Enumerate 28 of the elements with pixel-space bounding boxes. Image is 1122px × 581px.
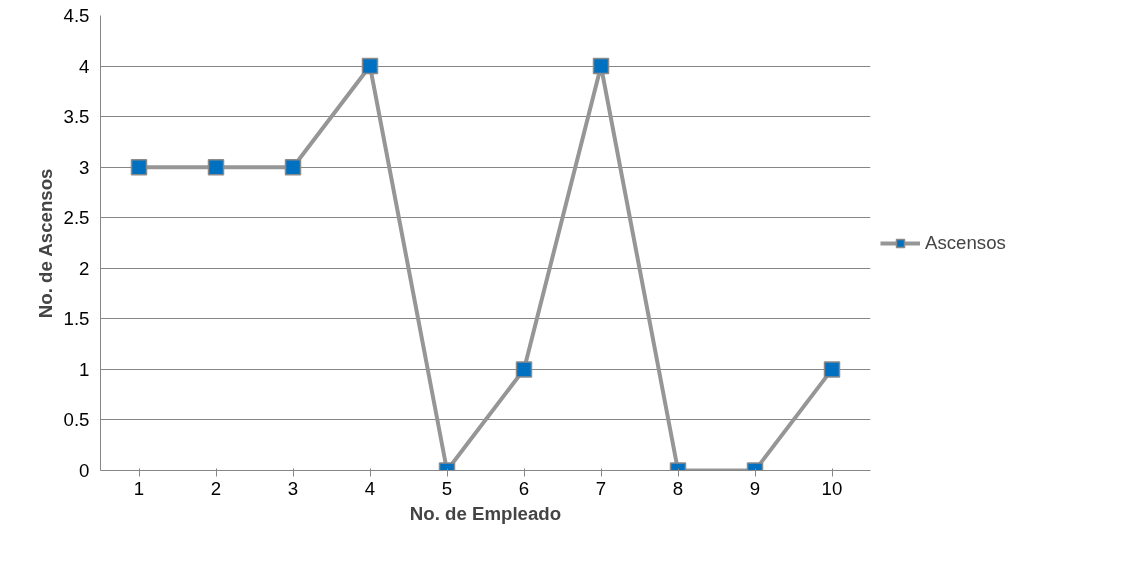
x-tick-label: 1 (133, 477, 145, 499)
y-tick-label: 1.5 (63, 308, 90, 330)
y-tick-label: 0.5 (63, 409, 90, 431)
x-tick-label: 2 (210, 477, 222, 499)
point (207, 158, 225, 176)
y-tick-label: 4.5 (63, 5, 90, 26)
x-tick-label: 8 (672, 477, 684, 499)
y-tick-label: 3.5 (63, 106, 90, 128)
x-tick-label: 6 (518, 477, 530, 499)
y-tick-label: 0 (79, 460, 90, 481)
x-axis-title: No. de Empleado (409, 502, 562, 524)
y-tick-label: 2.5 (63, 207, 90, 229)
y-axis-title: No. de Ascensos (34, 168, 56, 319)
y-tick-label: 2 (79, 257, 90, 279)
point (361, 57, 379, 75)
x-tick-label: 4 (364, 477, 376, 499)
y-tick-label: 3 (79, 156, 90, 178)
point (130, 158, 148, 176)
point (592, 57, 610, 75)
point (284, 158, 302, 176)
x-tick-label: 3 (287, 477, 299, 499)
x-tick-label: 10 (821, 477, 843, 499)
x-tick-label: 5 (441, 477, 453, 499)
y-tick-label: 4 (79, 55, 90, 77)
x-tick-label: 7 (595, 477, 607, 499)
y-tick-label: 1 (79, 358, 90, 380)
legend-label: Ascensos (925, 231, 1006, 254)
x-tick-label: 9 (749, 477, 761, 499)
